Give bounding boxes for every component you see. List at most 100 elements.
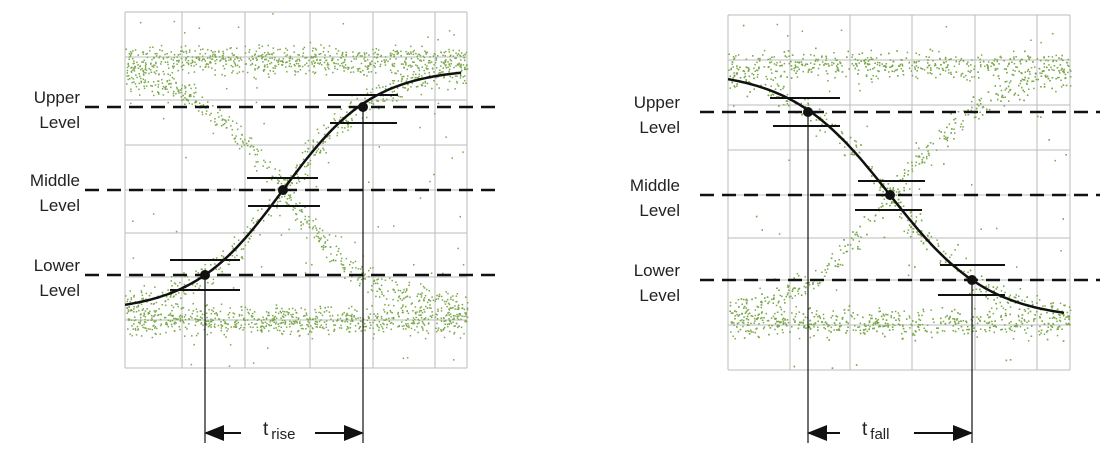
noise-dot (143, 53, 145, 55)
noise-dot (186, 58, 188, 60)
noise-dot (461, 315, 463, 317)
noise-dot (1059, 72, 1061, 74)
noise-dot (380, 289, 382, 291)
noise-dot (954, 321, 956, 323)
noise-dot (170, 87, 172, 89)
noise-dot (926, 146, 928, 148)
noise-dot (954, 318, 956, 320)
noise-dot (949, 123, 951, 125)
noise-dot (892, 65, 894, 67)
noise-dot (755, 309, 757, 311)
noise-dot (742, 326, 744, 328)
noise-dot (411, 323, 413, 325)
time-subscript: rise (271, 426, 295, 443)
noise-dot (343, 23, 345, 25)
noise-dot (462, 151, 464, 153)
noise-dot (298, 179, 300, 181)
noise-dot (1028, 69, 1030, 71)
noise-dot (980, 103, 982, 105)
noise-dot (989, 109, 991, 111)
noise-dot (1057, 77, 1059, 79)
noise-dot (171, 280, 173, 282)
noise-dot (232, 70, 234, 72)
noise-dot (344, 321, 346, 323)
noise-dot (1027, 55, 1029, 57)
noise-dot (199, 319, 201, 321)
panel: triseUpperLevelMiddleLevelLowerLevel (30, 12, 500, 443)
noise-dot (842, 264, 844, 266)
noise-dot (862, 317, 864, 319)
noise-dot (393, 323, 395, 325)
noise-dot (294, 70, 296, 72)
noise-dot (321, 246, 323, 248)
noise-dot (827, 265, 829, 267)
noise-dot (335, 63, 337, 65)
noise-dot (228, 317, 230, 319)
noise-dot (230, 47, 232, 49)
noise-dot (851, 56, 853, 58)
noise-dot (268, 312, 270, 314)
noise-dot (353, 262, 355, 264)
noise-dot (160, 333, 162, 335)
noise-dot (986, 291, 988, 293)
noise-dot (1045, 60, 1047, 62)
noise-dot (465, 83, 467, 85)
noise-dot (931, 236, 933, 238)
noise-dot (281, 308, 283, 310)
noise-dot (1004, 105, 1006, 107)
noise-dot (173, 318, 175, 320)
noise-dot (340, 253, 342, 255)
noise-dot (210, 264, 212, 266)
noise-dot (127, 299, 129, 301)
noise-dot (266, 181, 268, 183)
noise-dot (170, 321, 172, 323)
noise-dot (236, 56, 238, 58)
noise-dot (319, 321, 321, 323)
noise-dot (1061, 86, 1063, 88)
noise-dot (255, 57, 257, 59)
noise-dot (923, 311, 925, 313)
noise-dot (223, 256, 225, 257)
noise-dot (746, 58, 748, 60)
noise-dot (161, 61, 163, 63)
noise-dot (916, 65, 918, 67)
noise-dot (1010, 58, 1012, 60)
noise-dot (1009, 296, 1011, 298)
noise-dot (395, 51, 397, 53)
noise-dot (151, 317, 153, 319)
noise-dot (902, 64, 904, 65)
noise-dot (302, 48, 304, 50)
noise-dot (445, 59, 447, 61)
noise-dot (144, 314, 146, 316)
noise-dot (199, 103, 201, 105)
noise-dot (943, 321, 945, 323)
noise-dot (788, 50, 790, 52)
noise-dot (781, 309, 783, 311)
noise-dot (250, 60, 252, 62)
noise-dot (260, 55, 262, 57)
noise-dot (262, 326, 264, 328)
noise-dot (396, 100, 398, 102)
noise-dot (364, 56, 366, 58)
noise-dot (336, 246, 338, 248)
noise-dot (260, 326, 262, 328)
noise-dot (299, 321, 301, 323)
noise-dot (129, 306, 131, 308)
noise-dot (996, 228, 998, 230)
noise-dot (278, 313, 280, 315)
noise-dot (926, 56, 928, 58)
noise-dot (147, 320, 149, 322)
noise-dot (876, 57, 878, 59)
noise-dot (316, 150, 318, 152)
noise-dot (407, 78, 409, 80)
noise-dot (347, 67, 349, 69)
noise-dot (233, 60, 235, 62)
noise-dot (464, 75, 466, 77)
noise-dot (335, 235, 337, 237)
noise-dot (418, 315, 420, 317)
noise-dot (950, 72, 952, 74)
noise-dot (333, 62, 335, 64)
noise-dot (1025, 332, 1027, 334)
noise-dot (1003, 60, 1005, 62)
noise-dot (383, 59, 385, 61)
